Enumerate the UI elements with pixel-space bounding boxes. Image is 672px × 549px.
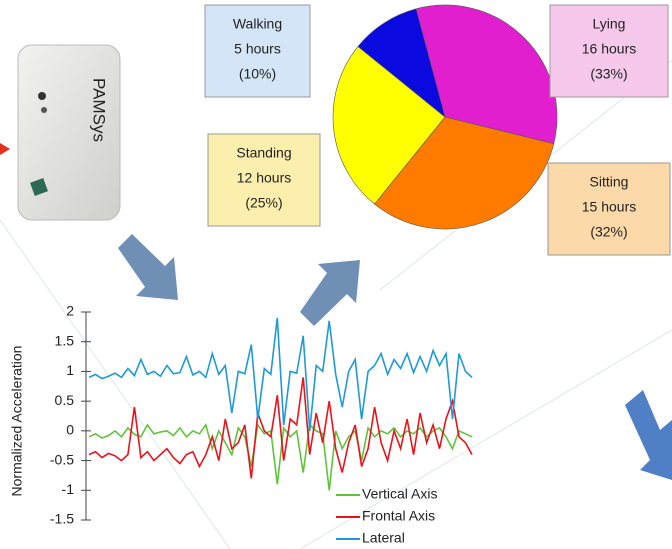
series-line	[88, 422, 473, 491]
pie-slice	[415, 4, 558, 145]
pie-chart: Lying 16 hours (33%) Sitting 15 hours (32%) St…	[204, 4, 671, 256]
series-line	[88, 377, 473, 479]
percent-label: (25%)	[245, 195, 282, 211]
flow-arrows	[118, 234, 672, 480]
series-line	[88, 317, 473, 431]
y-tick-label: 2	[66, 303, 74, 319]
category-label: Standing	[236, 145, 291, 161]
legend-label: Frontal Axis	[362, 508, 435, 524]
label-box	[549, 4, 669, 98]
percent-label: (10%)	[239, 66, 276, 82]
category-label: Lying	[593, 16, 626, 32]
y-tick-label: -1	[62, 481, 75, 497]
category-label: Sitting	[590, 174, 629, 190]
arrow-fragment	[0, 143, 10, 155]
percent-label: (32%)	[590, 224, 627, 240]
label-box	[207, 133, 321, 227]
hours-label: 15 hours	[582, 199, 636, 215]
y-tick-label: 0.5	[55, 392, 75, 408]
legend-label: Vertical Axis	[362, 486, 437, 502]
device-label: PAMSys	[90, 78, 109, 142]
y-tick-label: -1.5	[50, 511, 74, 527]
label-box	[204, 4, 311, 98]
legend-label: Lateral	[362, 530, 405, 546]
hours-label: 12 hours	[237, 170, 291, 186]
y-tick-label: -0.5	[50, 451, 74, 467]
hours-label: 16 hours	[582, 41, 636, 57]
pie-slice	[357, 8, 446, 118]
line-chart: 2 1.5 1 0.5 0 -0.5 -1 -1.5 Normalized Accelerati…	[9, 303, 473, 546]
y-tick-label: 1	[66, 362, 74, 378]
category-label: Walking	[233, 16, 282, 32]
hours-label: 5 hours	[234, 41, 281, 57]
pie-slice	[332, 46, 446, 205]
label-box	[547, 162, 671, 256]
y-axis-label: Normalized Acceleration	[9, 346, 25, 497]
y-tick-label: 0	[66, 422, 74, 438]
device: PAMSys	[17, 44, 121, 221]
percent-label: (33%)	[590, 66, 627, 82]
pie-slice	[374, 116, 555, 230]
y-tick-label: 1.5	[55, 332, 75, 348]
